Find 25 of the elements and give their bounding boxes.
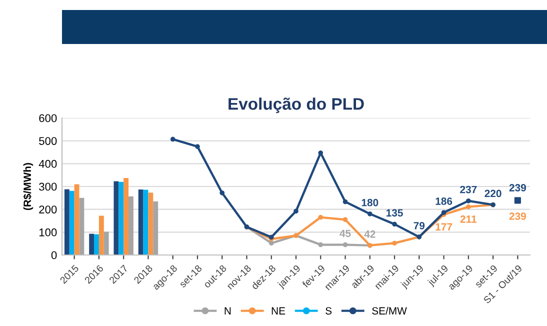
data-label: 177 xyxy=(436,223,452,230)
y-tick-label: 0 xyxy=(51,251,57,260)
y-tick-label: 100 xyxy=(39,228,57,236)
data-label: 186 xyxy=(436,198,452,205)
data-label: 79 xyxy=(414,222,425,230)
annotation: 239 xyxy=(509,212,526,220)
y-tick-label: 400 xyxy=(38,160,57,168)
legend-label: N xyxy=(224,307,231,314)
y-tick-label: 500 xyxy=(39,137,57,145)
chart-title: Evolução do PLD xyxy=(228,98,364,114)
data-label: 237 xyxy=(460,186,477,194)
data-label: 45 xyxy=(340,230,351,238)
data-label: 42 xyxy=(364,230,376,238)
data-label: 180 xyxy=(362,198,378,206)
y-tick-label: 200 xyxy=(39,206,57,214)
y-tick-label: 300 xyxy=(39,182,57,191)
legend-label: SE/MW xyxy=(372,306,407,315)
data-label: 220 xyxy=(484,190,502,198)
data-label: 211 xyxy=(460,215,477,223)
data-label: 135 xyxy=(386,209,403,217)
legend-label: NE xyxy=(272,307,286,314)
data-label: 239 xyxy=(509,184,526,192)
legend-label: S xyxy=(326,307,332,315)
y-tick-label: 600 xyxy=(39,114,57,122)
y-axis-title: (R$/MWh) xyxy=(23,163,34,210)
